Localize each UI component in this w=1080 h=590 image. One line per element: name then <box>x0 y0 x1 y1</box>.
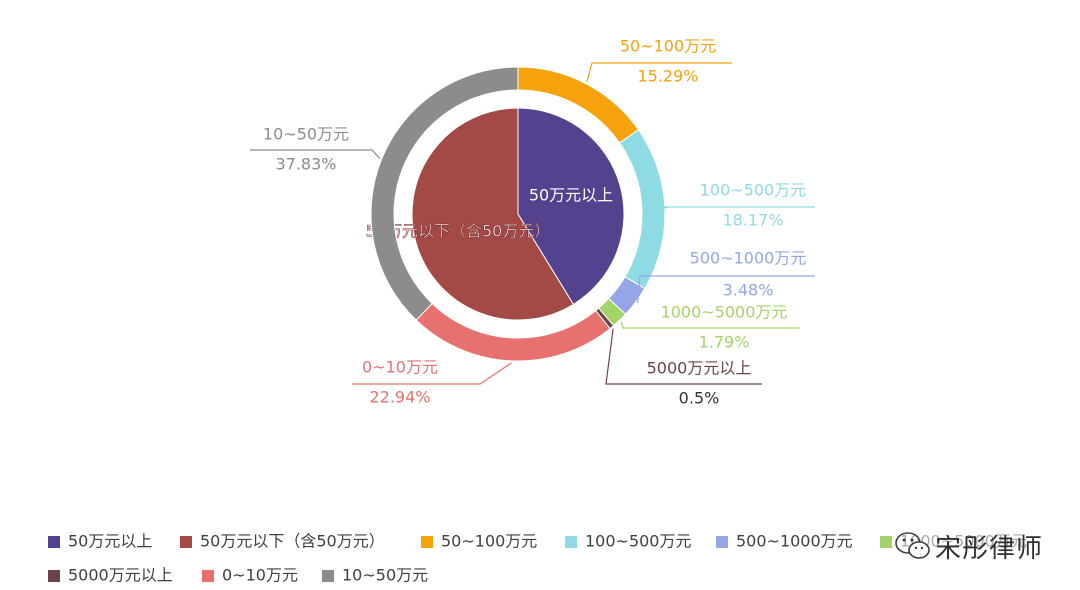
chart-legend: 50万元以上 50万元以下（含50万元） 50~100万元 100~500万元 500~… <box>48 532 1027 585</box>
callout-label-2: 500~1000万元 <box>690 249 807 268</box>
inner-slice-label-0: 50万元以上 <box>529 186 613 205</box>
callout-value-5: 22.94% <box>369 388 430 407</box>
legend-swatch-3 <box>565 536 577 548</box>
callout-label-4: 5000万元以上 <box>647 359 752 378</box>
callout-label-5: 0~10万元 <box>362 358 438 377</box>
callout-line-1 <box>661 206 815 209</box>
legend-item-6: 5000万元以上 <box>48 566 173 585</box>
callout-label-1: 100~500万元 <box>700 181 807 200</box>
pie-chart: 50万元以上 50万元以下（含50万元） 50~100万元 15.29% 100~500… <box>250 37 815 408</box>
callout-line-5 <box>352 362 512 385</box>
legend-label-1: 50万元以下（含50万元） <box>200 532 385 551</box>
watermark-text: 宋彤律师 <box>935 533 1044 564</box>
legend-label-0: 50万元以上 <box>68 532 152 551</box>
legend-item-2: 50~100万元 <box>421 532 537 551</box>
legend-label-4: 500~1000万元 <box>736 532 853 551</box>
inner-slice-1 <box>411 107 575 321</box>
callout-line-2 <box>636 275 815 304</box>
watermark: 宋彤律师 <box>893 527 1048 565</box>
legend-item-1: 50万元以下（含50万元） <box>180 532 385 551</box>
callout-line-0 <box>586 62 732 83</box>
legend-item-7: 0~10万元 <box>202 566 298 585</box>
legend-label-7: 0~10万元 <box>222 566 298 585</box>
callout-line-4 <box>605 328 762 385</box>
legend-item-0: 50万元以上 <box>48 532 152 551</box>
legend-label-8: 10~50万元 <box>342 566 428 585</box>
callout-label-3: 1000~5000万元 <box>661 303 788 322</box>
legend-swatch-5 <box>880 536 892 548</box>
legend-item-8: 10~50万元 <box>322 566 428 585</box>
legend-item-3: 100~500万元 <box>565 532 692 551</box>
callout-value-0: 15.29% <box>637 67 698 86</box>
callout-line-6 <box>250 149 381 159</box>
legend-swatch-1 <box>180 536 192 548</box>
callout-label-0: 50~100万元 <box>620 37 716 56</box>
callout-label-6: 10~50万元 <box>263 125 349 144</box>
callout-value-6: 37.83% <box>275 155 336 174</box>
inner-slice-0 <box>517 107 625 306</box>
legend-label-3: 100~500万元 <box>585 532 692 551</box>
callout-value-2: 3.48% <box>723 281 774 300</box>
legend-swatch-6 <box>48 570 60 582</box>
wechat-icon <box>895 532 930 559</box>
callout-line-3 <box>620 321 800 329</box>
legend-swatch-4 <box>716 536 728 548</box>
callout-value-3: 1.79% <box>699 333 750 352</box>
legend-swatch-2 <box>421 536 433 548</box>
outer-slice-1 <box>618 129 666 290</box>
legend-label-2: 50~100万元 <box>441 532 537 551</box>
legend-swatch-8 <box>322 570 334 582</box>
legend-label-6: 5000万元以上 <box>68 566 173 585</box>
legend-swatch-7 <box>202 570 214 582</box>
callout-value-4: 0.5% <box>679 389 720 408</box>
legend-swatch-0 <box>48 536 60 548</box>
callout-value-1: 18.17% <box>722 211 783 230</box>
outer-slice-6 <box>370 66 519 321</box>
legend-item-4: 500~1000万元 <box>716 532 853 551</box>
inner-slice-label-1: 50万元以下（含50万元） <box>366 222 551 241</box>
